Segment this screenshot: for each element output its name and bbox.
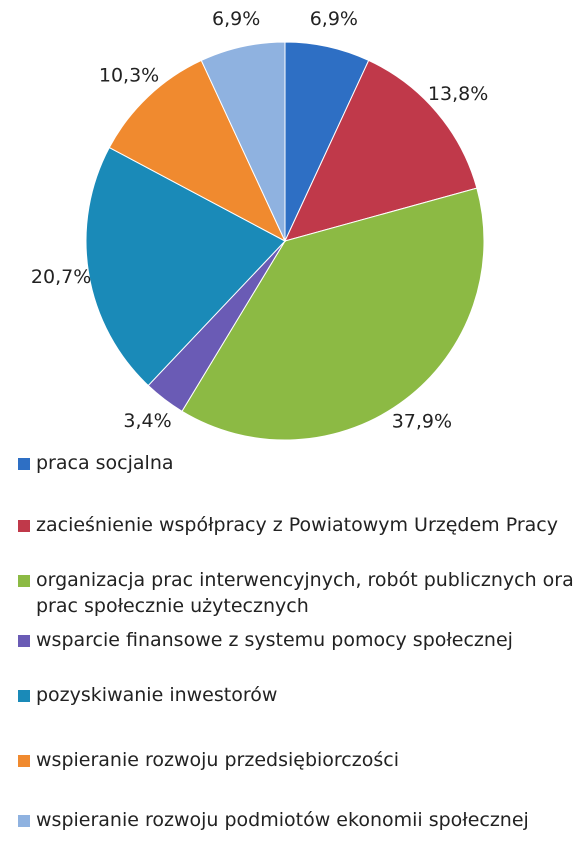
- pie-slice: [85, 146, 286, 387]
- legend-label: wspieranie rozwoju podmiotów ekonomii sp…: [36, 809, 529, 831]
- pie-slice: [108, 59, 287, 243]
- legend-label: zacieśnienie współpracy z Powiatowym Urz…: [36, 514, 558, 536]
- legend-item: praca socjalna: [18, 450, 573, 476]
- legend-label: praca socjalna: [36, 452, 174, 474]
- legend-item: wspieranie rozwoju podmiotów ekonomii sp…: [18, 807, 573, 833]
- legend-swatch: [18, 520, 30, 532]
- data-label: 3,4%: [123, 410, 171, 432]
- pie-slice: [181, 187, 485, 441]
- legend-item: wsparcie finansowe z systemu pomocy społ…: [18, 627, 573, 653]
- legend-label: pozyskiwanie inwestorów: [36, 684, 278, 706]
- legend-label: wspieranie rozwoju przedsiębiorczości: [36, 749, 399, 771]
- legend-swatch: [18, 690, 30, 702]
- data-label: 6,9%: [310, 8, 358, 30]
- pie-slice: [284, 59, 478, 242]
- legend-swatch: [18, 458, 30, 470]
- legend-swatch: [18, 575, 30, 587]
- legend-item: wspieranie rozwoju przedsiębiorczości: [18, 747, 573, 773]
- data-label: 20,7%: [31, 266, 91, 288]
- legend-item: organizacja prac interwencyjnych, robót …: [18, 567, 573, 619]
- pie-slice: [200, 41, 286, 242]
- data-label: 10,3%: [99, 65, 159, 87]
- legend-swatch: [18, 755, 30, 767]
- legend-label: organizacja prac interwencyjnych, robót …: [36, 569, 573, 617]
- legend-swatch: [18, 635, 30, 647]
- legend-label: wsparcie finansowe z systemu pomocy społ…: [36, 629, 513, 651]
- legend-swatch: [18, 815, 30, 827]
- data-label: 37,9%: [392, 410, 452, 432]
- data-label: 6,9%: [212, 8, 260, 30]
- legend-item: pozyskiwanie inwestorów: [18, 682, 573, 708]
- chart: 6,9% 13,8% 37,9% 3,4% 20,7% 10,3% 6,9%: [31, 8, 488, 441]
- data-label: 13,8%: [428, 83, 488, 105]
- legend-item: zacieśnienie współpracy z Powiatowym Urz…: [18, 512, 573, 538]
